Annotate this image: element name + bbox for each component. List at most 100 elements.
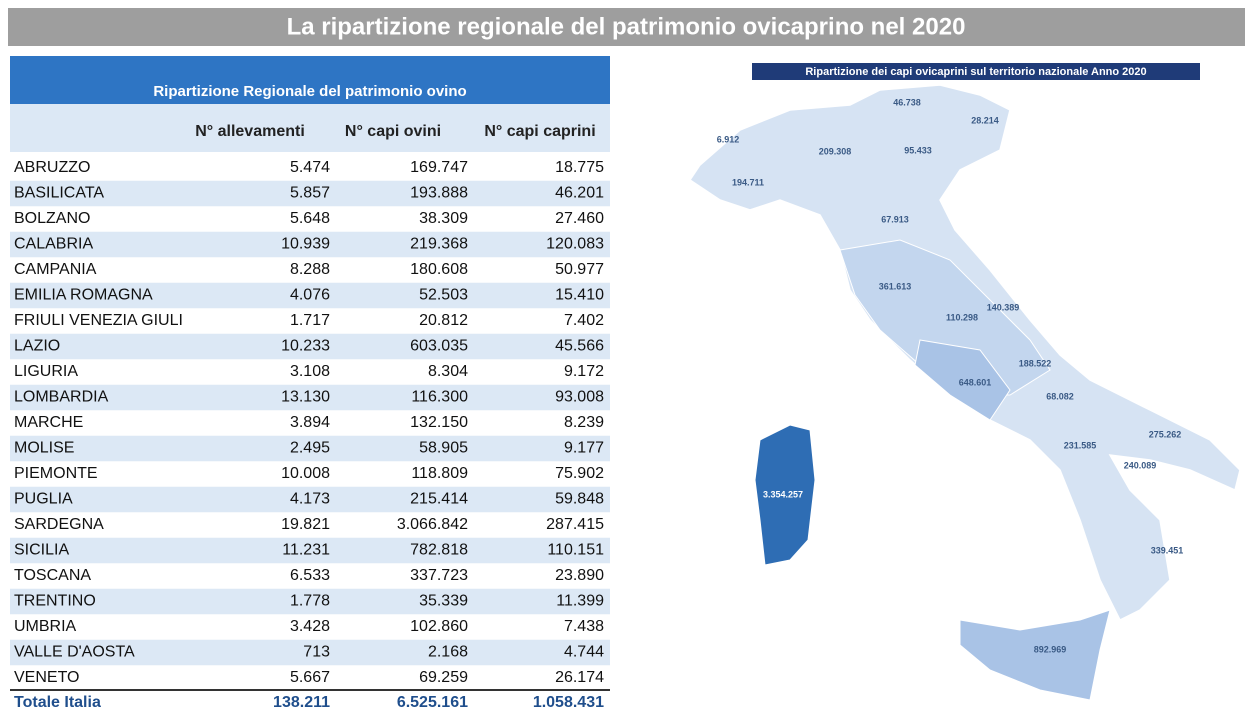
cell-number: 2.168 bbox=[428, 644, 468, 661]
map-labels: 46.738 28.214 6.912 209.308 95.433 194.711 67.… bbox=[717, 97, 1184, 654]
row-band bbox=[10, 639, 610, 666]
map-label: 110.298 bbox=[946, 312, 978, 322]
cell-number: 23.890 bbox=[555, 567, 604, 584]
total-cell: 1.058.431 bbox=[533, 694, 604, 711]
cell-number: 20.812 bbox=[419, 312, 468, 329]
cell-number: 69.259 bbox=[419, 669, 468, 686]
cell-number: 46.201 bbox=[555, 185, 604, 202]
cell-number: 10.233 bbox=[281, 338, 330, 355]
cell-number: 782.818 bbox=[410, 542, 468, 559]
cell-number: 7.438 bbox=[564, 618, 604, 635]
cell-number: 50.977 bbox=[555, 261, 604, 278]
row-band bbox=[10, 486, 610, 513]
cell-region: EMILIA ROMAGNA bbox=[14, 287, 153, 304]
cell-region: TRENTINO bbox=[14, 593, 96, 610]
sardinia bbox=[754, 424, 816, 566]
lazio bbox=[914, 339, 1011, 421]
map bbox=[688, 84, 1241, 701]
cell-region: UMBRIA bbox=[14, 618, 77, 635]
map-label: 3.354.257 bbox=[763, 489, 803, 499]
row-band bbox=[10, 537, 610, 564]
cell-number: 132.150 bbox=[410, 414, 468, 431]
cell-region: VALLE D'AOSTA bbox=[14, 644, 135, 661]
cell-number: 5.667 bbox=[290, 669, 330, 686]
cell-region: MARCHE bbox=[14, 414, 83, 431]
row-band bbox=[10, 435, 610, 462]
map-label: 231.585 bbox=[1064, 440, 1097, 450]
total-cell: 138.211 bbox=[273, 694, 330, 711]
column-header: N° allevamenti bbox=[195, 123, 305, 140]
cell-number: 45.566 bbox=[555, 338, 604, 355]
cell-number: 10.939 bbox=[281, 236, 330, 253]
cell-number: 38.309 bbox=[419, 210, 468, 227]
cell-region: MOLISE bbox=[14, 440, 74, 457]
header-row bbox=[10, 104, 610, 152]
map-label: 361.613 bbox=[879, 281, 912, 291]
map-label: 140.389 bbox=[987, 302, 1020, 312]
cell-number: 11.399 bbox=[556, 593, 604, 610]
central-regions bbox=[839, 239, 1051, 396]
row-band bbox=[10, 588, 610, 615]
cell-number: 8.288 bbox=[290, 261, 330, 278]
cell-number: 3.066.842 bbox=[397, 516, 468, 533]
column-header: N° capi caprini bbox=[484, 123, 595, 140]
cell-number: 116.300 bbox=[411, 389, 468, 406]
cell-number: 1.717 bbox=[290, 312, 330, 329]
cell-region: CALABRIA bbox=[14, 236, 93, 253]
cell-number: 713 bbox=[303, 644, 330, 661]
cell-region: LIGURIA bbox=[14, 363, 78, 380]
map-label: 339.451 bbox=[1151, 545, 1184, 555]
cell-region: BOLZANO bbox=[14, 210, 90, 227]
cell-number: 5.474 bbox=[290, 159, 330, 176]
map-label: 648.601 bbox=[959, 377, 992, 387]
cell-number: 4.173 bbox=[290, 491, 330, 508]
cell-number: 11.231 bbox=[282, 542, 330, 559]
map-label: 240.089 bbox=[1124, 460, 1157, 470]
cell-number: 13.130 bbox=[281, 389, 330, 406]
cell-number: 9.172 bbox=[564, 363, 604, 380]
map-title-bar bbox=[752, 63, 1200, 80]
map-label: 188.522 bbox=[1019, 358, 1052, 368]
row-band bbox=[10, 231, 610, 258]
cell-region: TOSCANA bbox=[14, 567, 91, 584]
cell-number: 10.008 bbox=[281, 465, 330, 482]
cell-number: 118.809 bbox=[411, 465, 468, 482]
cell-number: 2.495 bbox=[290, 440, 330, 457]
cell-region: PIEMONTE bbox=[14, 465, 98, 482]
cell-number: 19.821 bbox=[281, 516, 330, 533]
map-label: 892.969 bbox=[1034, 644, 1067, 654]
column-header: N° capi ovini bbox=[345, 123, 441, 140]
cell-number: 193.888 bbox=[410, 185, 468, 202]
map-label: 209.308 bbox=[819, 146, 852, 156]
sicily bbox=[959, 609, 1111, 701]
row-band bbox=[10, 180, 610, 207]
cell-number: 4.744 bbox=[564, 644, 604, 661]
cell-number: 6.533 bbox=[290, 567, 330, 584]
map-label: 67.913 bbox=[881, 214, 909, 224]
cell-number: 287.415 bbox=[546, 516, 604, 533]
cell-number: 35.339 bbox=[419, 593, 468, 610]
cell-number: 3.428 bbox=[290, 618, 330, 635]
table-body: N° allevamenti N° capi ovini N° capi capri… bbox=[10, 123, 610, 711]
cell-number: 9.177 bbox=[564, 440, 604, 457]
cell-number: 337.723 bbox=[410, 567, 468, 584]
cell-number: 75.902 bbox=[555, 465, 604, 482]
cell-number: 8.239 bbox=[564, 414, 604, 431]
cell-region: CAMPANIA bbox=[14, 261, 97, 278]
page-title: La ripartizione regionale del patrimonio… bbox=[287, 13, 966, 40]
map-label: 28.214 bbox=[971, 115, 999, 125]
cell-region: VENETO bbox=[14, 669, 80, 686]
cell-number: 93.008 bbox=[555, 389, 604, 406]
cell-number: 3.894 bbox=[290, 414, 330, 431]
cell-number: 219.368 bbox=[410, 236, 468, 253]
cell-region: LAZIO bbox=[14, 338, 60, 355]
cell-region: ABRUZZO bbox=[14, 159, 90, 176]
cell-number: 52.503 bbox=[419, 287, 468, 304]
map-title: Ripartizione dei capi ovicaprini sul ter… bbox=[805, 66, 1146, 78]
cell-region: BASILICATA bbox=[14, 185, 104, 202]
cell-number: 7.402 bbox=[564, 312, 604, 329]
cell-number: 180.608 bbox=[410, 261, 468, 278]
map-label: 46.738 bbox=[893, 97, 921, 107]
map-label: 6.912 bbox=[717, 134, 740, 144]
